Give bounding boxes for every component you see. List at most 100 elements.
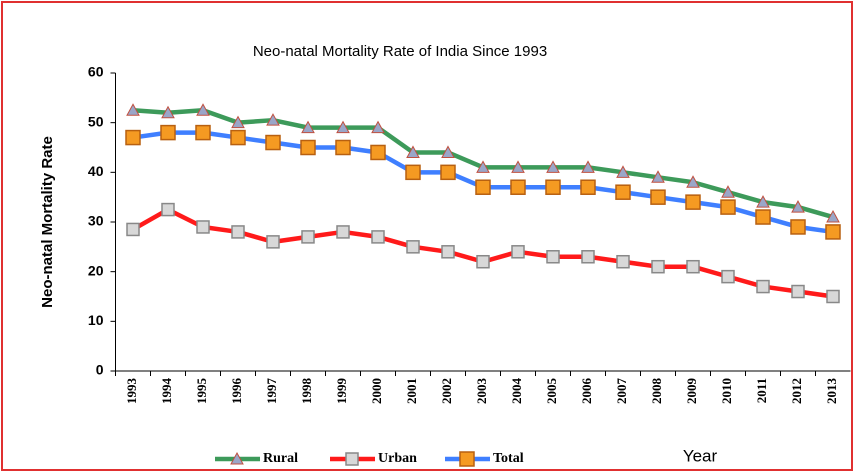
data-point <box>826 209 840 223</box>
legend-label: Urban <box>378 451 417 466</box>
x-tick-label: 2013 <box>824 378 839 405</box>
data-point <box>160 124 176 141</box>
data-point <box>300 139 316 156</box>
y-axis-label: Neo-natal Mortality Rate <box>39 136 56 308</box>
data-point <box>756 279 770 294</box>
data-point <box>440 164 456 181</box>
data-point <box>231 115 245 129</box>
data-point <box>616 254 630 269</box>
x-tick-label: 2002 <box>439 378 454 404</box>
data-point <box>196 103 210 116</box>
data-point <box>406 145 420 158</box>
data-point <box>615 184 631 200</box>
legend-label: Total <box>493 451 524 466</box>
x-tick-label: 2000 <box>369 378 384 404</box>
data-point <box>721 269 735 284</box>
data-point <box>231 225 245 239</box>
data-point <box>230 129 246 146</box>
chart-title: Neo-natal Mortality Rate of India Since … <box>253 43 547 60</box>
data-point <box>791 284 805 299</box>
data-point <box>826 289 840 304</box>
data-point <box>126 103 140 116</box>
data-point <box>370 144 386 161</box>
data-point <box>196 220 210 234</box>
data-point <box>546 160 560 173</box>
y-tick-label: 30 <box>88 213 104 229</box>
data-point <box>406 240 420 254</box>
legend-label: Rural <box>263 451 298 466</box>
data-point <box>476 160 490 173</box>
data-point <box>791 200 805 213</box>
data-point <box>441 145 455 158</box>
data-point <box>265 134 281 151</box>
x-tick-label: 2005 <box>544 378 559 405</box>
y-tick-label: 10 <box>88 312 104 328</box>
data-point <box>790 219 806 235</box>
data-point <box>371 120 385 134</box>
x-tick-label: 2010 <box>719 378 734 404</box>
data-point <box>125 129 141 146</box>
x-tick-label: 2004 <box>509 378 524 405</box>
data-point <box>266 113 280 126</box>
data-point <box>441 245 455 259</box>
data-point <box>720 199 736 215</box>
data-point <box>650 189 666 205</box>
x-tick-label: 2008 <box>649 378 664 405</box>
data-point <box>756 195 770 208</box>
data-point <box>545 179 561 195</box>
data-point <box>686 259 700 274</box>
legend-marker <box>345 452 359 466</box>
data-point <box>161 105 175 119</box>
x-tick-label: 1999 <box>334 378 349 405</box>
data-point <box>580 179 596 195</box>
y-tick-label: 60 <box>88 64 104 80</box>
data-point <box>685 194 701 210</box>
data-point <box>126 222 140 237</box>
x-axis-label: Year <box>683 446 718 465</box>
data-point <box>161 202 175 217</box>
x-tick-label: 1994 <box>159 378 174 405</box>
legend-marker <box>459 451 475 467</box>
legend-marker <box>230 451 244 465</box>
x-tick-label: 2006 <box>579 378 594 405</box>
data-point <box>825 224 841 240</box>
data-point <box>336 225 350 239</box>
x-tick-label: 1995 <box>194 378 209 405</box>
data-point <box>511 245 525 259</box>
y-tick-label: 20 <box>88 262 104 278</box>
y-tick-label: 50 <box>88 113 104 129</box>
x-tick-label: 2003 <box>474 378 489 405</box>
x-tick-label: 2012 <box>789 378 804 404</box>
data-point <box>405 164 421 181</box>
data-point <box>336 120 350 134</box>
x-tick-label: 1993 <box>124 378 139 405</box>
x-tick-label: 1996 <box>229 378 244 405</box>
data-point <box>510 179 526 195</box>
y-tick-label: 40 <box>88 163 104 179</box>
data-point <box>195 124 211 141</box>
data-point <box>475 179 491 195</box>
data-point <box>546 250 560 264</box>
data-point <box>651 170 665 183</box>
x-tick-label: 1998 <box>299 378 314 405</box>
x-tick-label: 2007 <box>614 378 629 405</box>
data-point <box>581 160 595 173</box>
data-point <box>721 185 735 198</box>
data-point <box>476 254 490 269</box>
data-point <box>616 165 630 178</box>
data-point <box>335 139 351 156</box>
data-point <box>581 250 595 264</box>
data-point <box>371 230 385 244</box>
data-point <box>651 259 665 274</box>
data-point <box>755 209 771 225</box>
data-point <box>301 230 315 244</box>
x-tick-label: 2001 <box>404 378 419 404</box>
data-point <box>686 175 700 188</box>
x-tick-label: 2011 <box>754 378 769 403</box>
data-point <box>511 160 525 173</box>
x-tick-label: 2009 <box>684 378 699 405</box>
y-tick-label: 0 <box>96 362 104 378</box>
data-point <box>266 235 280 249</box>
